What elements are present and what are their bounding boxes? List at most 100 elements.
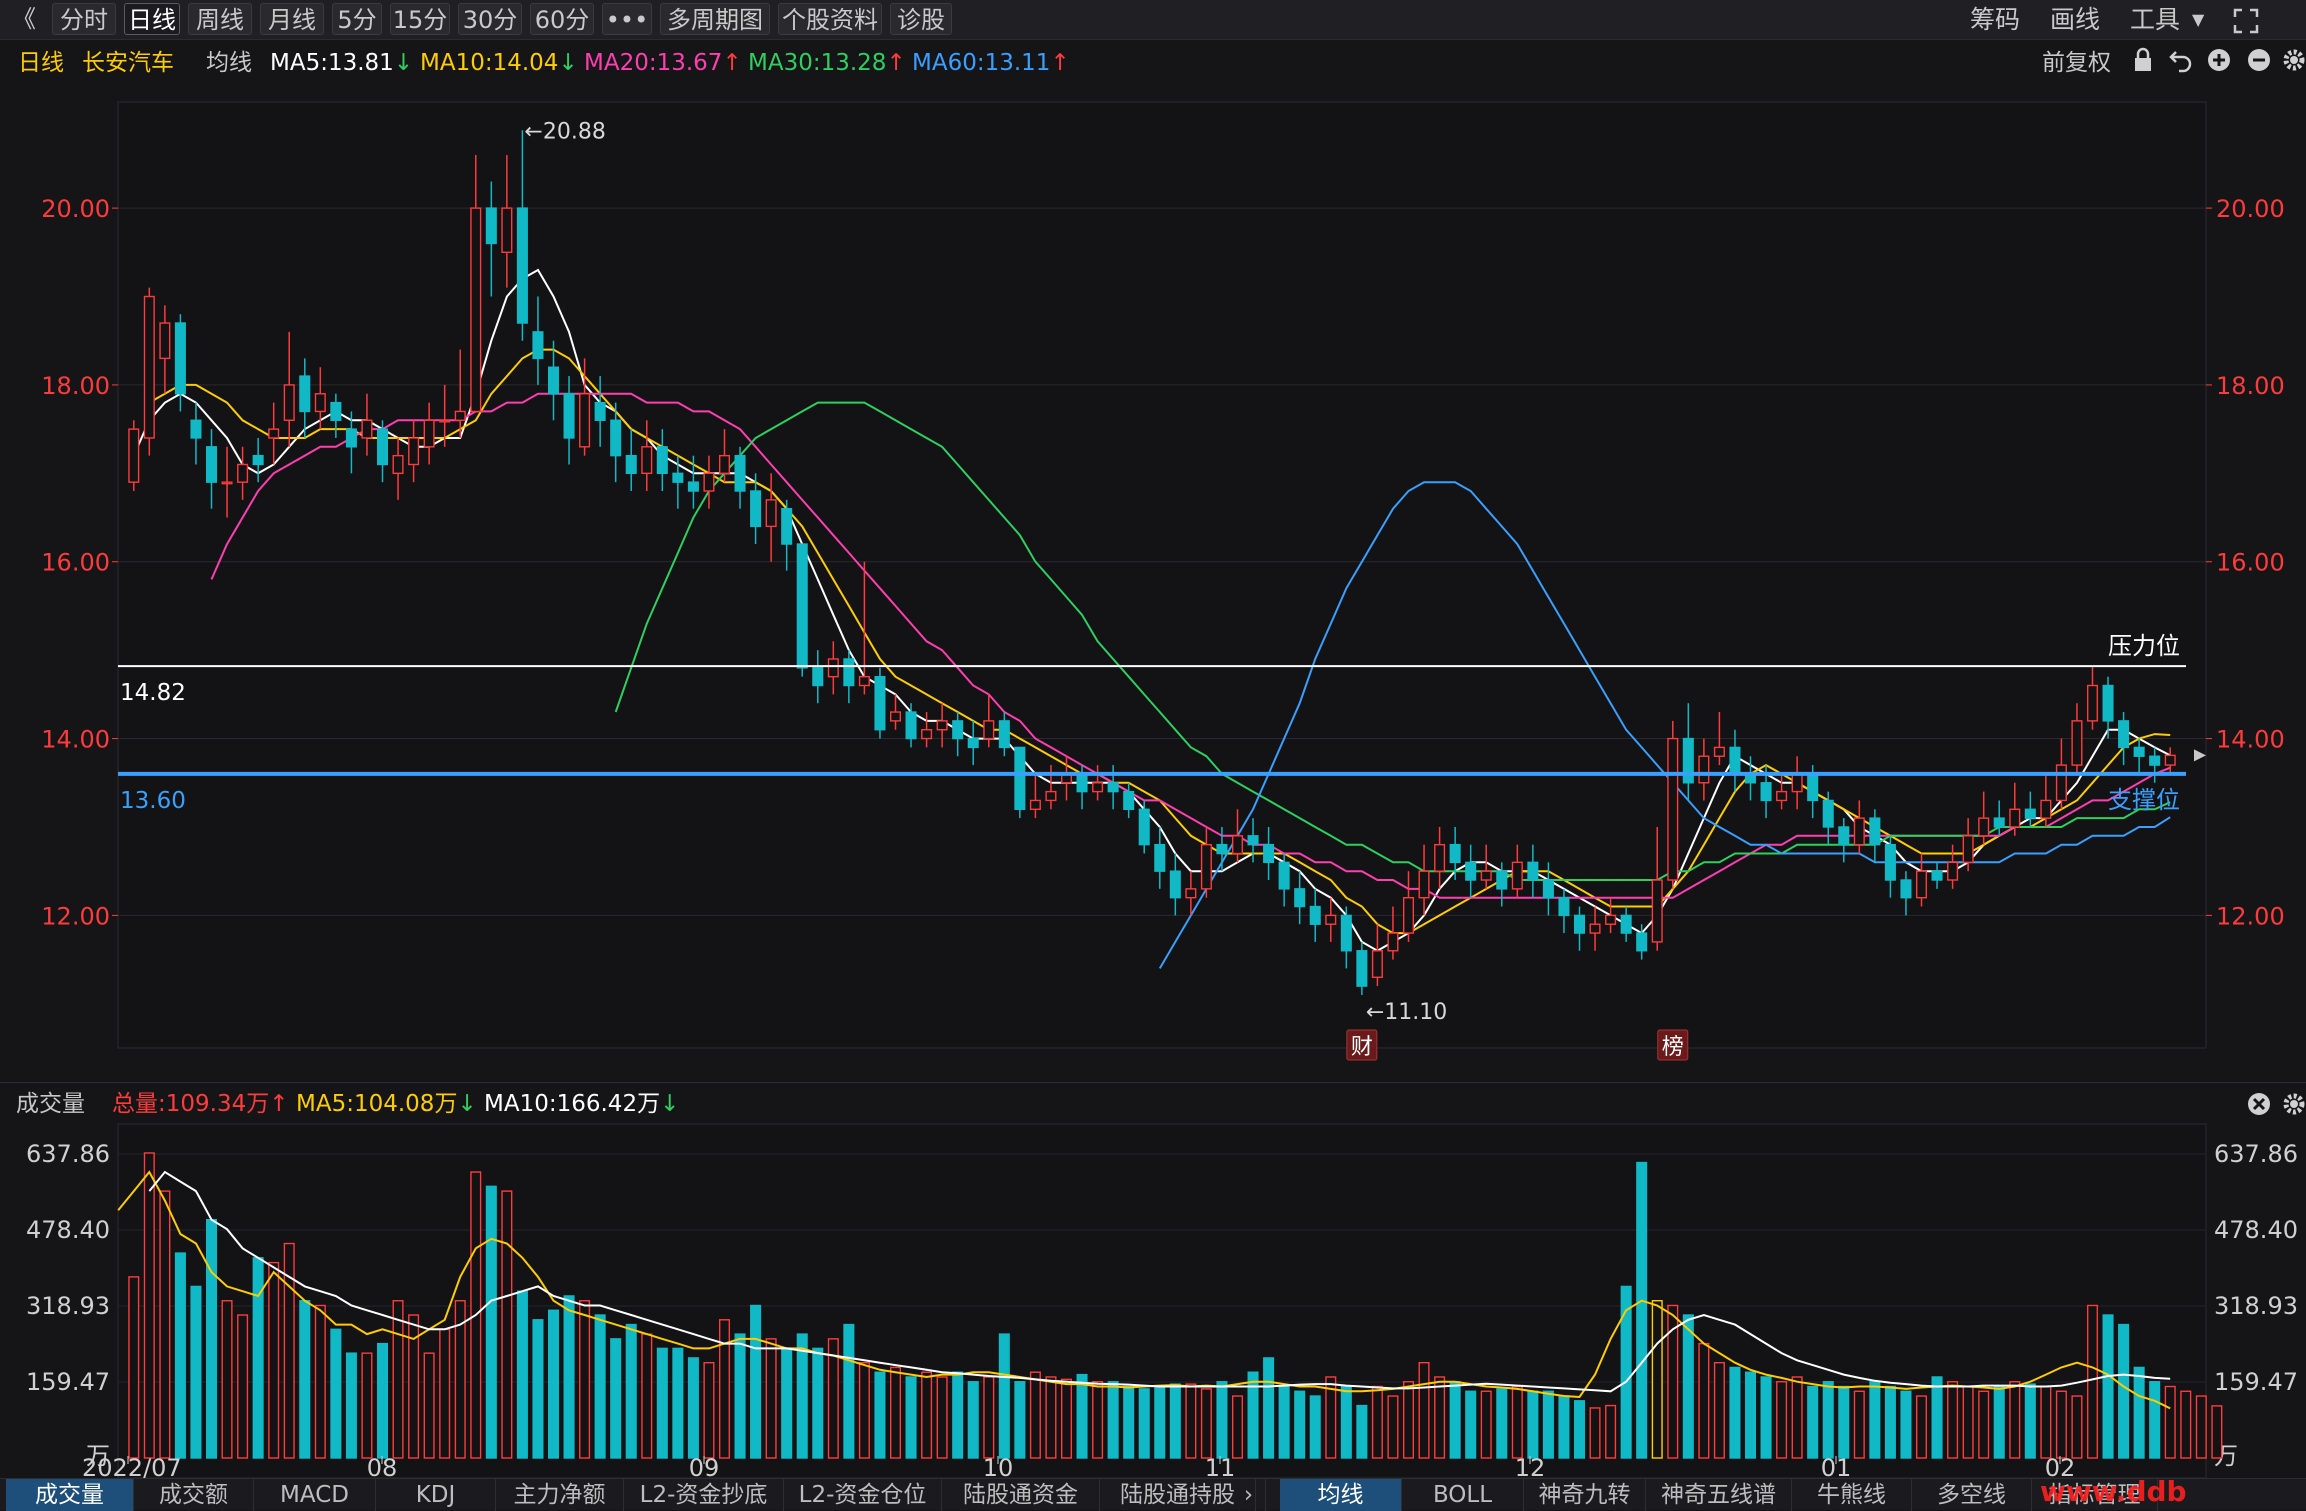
indicator-tab-right-1[interactable]: BOLL: [1402, 1479, 1524, 1511]
candle-body: [190, 419, 202, 439]
candle-body: [2086, 684, 2099, 722]
candle: [1915, 853, 1928, 907]
candle-body: [128, 428, 140, 483]
volume-bar: [330, 1328, 342, 1459]
candle: [827, 641, 839, 695]
candle: [1434, 826, 1446, 889]
candle-body: [1387, 932, 1399, 952]
zoom-in-icon[interactable]: [2206, 46, 2232, 80]
indicator-tab-left-1[interactable]: 成交额: [134, 1479, 254, 1511]
dropdown-arrow-icon[interactable]: ▼: [2192, 10, 2205, 29]
indicator-tab-right-5[interactable]: 多空线: [1912, 1479, 2032, 1511]
volume-gear-icon[interactable]: [2282, 1091, 2306, 1125]
volume-ma-lines: [117, 1170, 2171, 1410]
gear-icon[interactable]: [2282, 46, 2306, 80]
indicator-tab-right-3[interactable]: 神奇五线谱: [1646, 1479, 1792, 1511]
fullscreen-icon[interactable]: [2232, 3, 2260, 37]
volume-bar: [1620, 1285, 1632, 1459]
chips-button[interactable]: 筹码: [1970, 5, 2021, 34]
volume-info-bar: 成交量 总量:109.34万↑ MA5:104.08万↓ MA10:166.42…: [0, 1082, 2306, 1124]
candle-body: [672, 472, 684, 483]
indicator-tab-left-6[interactable]: L2-资金仓位: [784, 1479, 942, 1511]
candle-body: [376, 428, 389, 466]
candle: [2164, 747, 2176, 774]
candle-body: [1045, 790, 1057, 802]
candle: [2024, 791, 2036, 827]
support-value-label: 13.60: [120, 788, 186, 814]
period-button-3[interactable]: 月线: [260, 3, 324, 35]
indicator-tab-left-4[interactable]: 主力净额: [496, 1479, 624, 1511]
candle-body: [2102, 684, 2114, 722]
volume-bar: [1636, 1161, 1648, 1459]
candle: [439, 384, 451, 447]
period-button-0[interactable]: 分时: [52, 3, 116, 35]
period-button-1[interactable]: 日线: [124, 3, 180, 35]
period-button-8[interactable]: •••: [602, 3, 652, 35]
volume-bar: [392, 1300, 404, 1459]
candle-body: [1294, 888, 1306, 908]
price-chart[interactable]: 20.00 18.00 16.00 14.00 12.00 20.00 18.00 16.0…: [0, 84, 2306, 1082]
indicator-tab-left-8[interactable]: 陆股通持股: [1100, 1479, 1256, 1511]
date-label: 02: [2045, 1454, 2076, 1478]
volume-bar: [1853, 1390, 1865, 1459]
candle: [1651, 826, 1663, 951]
lock-icon[interactable]: [2132, 46, 2154, 80]
candle-body: [641, 446, 653, 475]
undo-icon[interactable]: [2168, 46, 2194, 80]
indicator-tab-left-0[interactable]: 成交量: [6, 1479, 134, 1511]
price-grid: [118, 207, 2206, 916]
candle-body: [1589, 923, 1601, 934]
indicator-tab-left-7[interactable]: 陆股通资金: [942, 1479, 1100, 1511]
period-button-2[interactable]: 周线: [188, 3, 252, 35]
ma-label[interactable]: 均线: [206, 50, 252, 76]
period-button-7[interactable]: 60分: [530, 3, 594, 35]
candle: [376, 420, 389, 483]
support-resistance-lines[interactable]: [118, 665, 2186, 776]
candle-body: [1169, 870, 1181, 899]
period-button-9[interactable]: 多周期图 ▾: [660, 3, 770, 66]
indicator-tab-right-2[interactable]: 神奇九转: [1524, 1479, 1646, 1511]
indicator-tab-left-2[interactable]: MACD: [254, 1479, 376, 1511]
volume-bar: [625, 1323, 637, 1459]
ma5-value: MA5:13.81↓: [270, 50, 414, 76]
adjust-selector[interactable]: 前复权: [2042, 50, 2111, 76]
left-price-tick: 18.00: [41, 372, 110, 400]
collapse-icon[interactable]: 《: [12, 5, 36, 33]
period-button-10[interactable]: 个股资料: [778, 3, 882, 35]
candle-body: [1947, 861, 1959, 881]
indicator-tab-right-0[interactable]: 均线: [1280, 1479, 1402, 1511]
candle-body: [423, 419, 435, 448]
volume-bar: [439, 1328, 451, 1459]
event-marker-fin[interactable]: 财: [1346, 1029, 1378, 1061]
draw-line-button[interactable]: 画线: [2050, 5, 2101, 34]
tabs-scroll-right-icon[interactable]: ›: [1232, 1479, 1266, 1511]
volume-bar: [812, 1347, 824, 1459]
candle: [408, 420, 420, 483]
volume-bar: [1356, 1404, 1368, 1459]
resistance-value-label: 14.82: [120, 680, 186, 706]
volume-bar: [205, 1219, 218, 1459]
candle: [1340, 906, 1352, 969]
tools-button[interactable]: 工具: [2130, 5, 2181, 34]
period-button-5[interactable]: 15分: [390, 3, 450, 35]
close-icon[interactable]: [2246, 1091, 2272, 1125]
period-button-4[interactable]: 5分: [332, 3, 382, 35]
volume-bar: [1744, 1371, 1757, 1459]
stock-name[interactable]: 长安汽车: [82, 50, 174, 76]
volume-bar: [128, 1276, 140, 1459]
low-price-label: ←11.10: [1366, 1000, 1447, 1025]
candle: [501, 155, 513, 288]
indicator-tab-left-3[interactable]: KDJ: [376, 1479, 496, 1511]
indicator-tab-right-4[interactable]: 牛熊线: [1792, 1479, 1912, 1511]
volume-chart[interactable]: 637.86 478.40 318.93 159.47 万 637.86 478.40 318…: [0, 1082, 2306, 1478]
period-button-6[interactable]: 30分: [458, 3, 522, 35]
candle-body: [1978, 817, 1990, 837]
candle: [843, 650, 855, 704]
candle-body: [1900, 879, 1912, 899]
event-marker-bang[interactable]: 榜: [1657, 1029, 1689, 1061]
period-button-11[interactable]: 诊股: [890, 3, 952, 35]
indicator-tab-left-5[interactable]: L2-资金抄底: [624, 1479, 784, 1511]
indicator-tab-right-6[interactable]: 指标管理: [2032, 1479, 2158, 1511]
zoom-out-icon[interactable]: [2246, 46, 2272, 80]
candle: [1154, 826, 1166, 889]
